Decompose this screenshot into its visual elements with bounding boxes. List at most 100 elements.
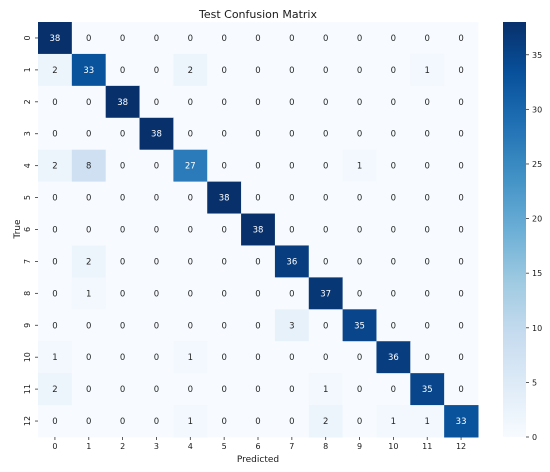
cell-value-label: 0: [120, 385, 125, 395]
y-tick-label: 10: [23, 352, 32, 362]
cell-value-label: 0: [120, 34, 125, 44]
cell-value-label: 0: [154, 417, 159, 427]
cell-value-label: 0: [221, 66, 226, 76]
cell-value-label: 0: [52, 130, 57, 140]
heatmap-cell: [71, 213, 107, 246]
cell-value-label: 0: [86, 417, 91, 427]
heatmap-cell: [274, 277, 310, 310]
colorbar-tick-label: 5: [532, 378, 537, 387]
cell-value-label: 0: [458, 162, 463, 172]
cell-value-label: 0: [255, 66, 260, 76]
y-tick-label: 3: [23, 131, 32, 136]
heatmap-cell: [376, 181, 411, 215]
heatmap-cell: [376, 245, 411, 278]
heatmap-cell: [444, 53, 479, 87]
heatmap-cell: [308, 309, 344, 342]
cell-value-label: 0: [458, 289, 463, 299]
heatmap-cell: [38, 405, 73, 438]
cell-value-label: 0: [357, 353, 362, 363]
y-tick-label: 12: [23, 416, 32, 426]
heatmap-cell: [308, 149, 344, 183]
heatmap-cell: [376, 53, 411, 87]
heatmap-cell: [71, 341, 107, 374]
x-tick-label: 4: [188, 442, 193, 451]
heatmap-cell: [105, 149, 141, 183]
heatmap-cell: [274, 149, 310, 183]
cell-value-label: 0: [458, 130, 463, 140]
heatmap-cell: [444, 181, 479, 215]
cell-value-label: 38: [117, 98, 128, 108]
heatmap-cell: [274, 373, 310, 406]
cell-value-label: 0: [255, 417, 260, 427]
x-tick-label: 12: [456, 442, 466, 451]
heatmap-cell: [410, 53, 445, 87]
colorbar-tick-label: 15: [532, 269, 542, 278]
cell-value-label: 0: [86, 98, 91, 108]
heatmap-cell: [207, 53, 242, 87]
heatmap-cell: [241, 149, 276, 183]
heatmap-cell: [173, 213, 208, 246]
cell-value-label: 0: [221, 321, 226, 331]
heatmap-cell: [308, 22, 344, 55]
heatmap-cell: [376, 373, 411, 406]
cell-value-label: 0: [391, 66, 396, 76]
colorbar-tick-label: 35: [532, 51, 542, 60]
heatmap-cell: [444, 245, 479, 278]
heatmap-cell: [308, 245, 344, 278]
cell-value-label: 0: [255, 162, 260, 172]
cell-value-label: 0: [86, 226, 91, 236]
cell-value-label: 36: [286, 257, 297, 267]
heatmap-cell: [410, 149, 445, 183]
cell-value-label: 0: [154, 34, 159, 44]
heatmap-cell: [207, 117, 242, 151]
cell-value-label: 0: [188, 194, 193, 204]
cell-value-label: 0: [323, 130, 328, 140]
heatmap-cell: [38, 213, 73, 246]
heatmap-cell: [105, 341, 141, 374]
heatmap-cell: [139, 149, 174, 183]
heatmap-cell: [241, 117, 276, 151]
cell-value-label: 0: [323, 34, 328, 44]
heatmap-cell: [173, 53, 208, 87]
cell-value-label: 0: [357, 226, 362, 236]
cell-value-label: 0: [255, 353, 260, 363]
cell-value-label: 2: [188, 66, 193, 76]
heatmap-cell: [139, 245, 174, 278]
cell-value-label: 0: [391, 130, 396, 140]
heatmap-cell: [342, 245, 377, 278]
y-tick-label: 6: [23, 227, 32, 232]
cell-value-label: 0: [458, 66, 463, 76]
cell-value-label: 0: [221, 130, 226, 140]
cell-value-label: 0: [425, 130, 430, 140]
heatmap-cell: [241, 373, 276, 406]
cell-value-label: 0: [391, 226, 396, 236]
cell-value-label: 0: [391, 257, 396, 267]
cell-value-label: 36: [388, 353, 399, 363]
heatmap-cell: [444, 309, 479, 342]
heatmap-cell: [274, 245, 310, 278]
cell-value-label: 0: [357, 385, 362, 395]
cell-value-label: 0: [323, 194, 328, 204]
heatmap-cell: [71, 309, 107, 342]
cell-value-label: 0: [221, 162, 226, 172]
heatmap-cell: [207, 405, 242, 438]
heatmap-cell: [308, 117, 344, 151]
heatmap-cell: [173, 277, 208, 310]
cell-value-label: 0: [120, 289, 125, 299]
cell-value-label: 0: [458, 385, 463, 395]
cell-value-label: 0: [357, 130, 362, 140]
cell-value-label: 0: [86, 130, 91, 140]
heatmap-cell: [38, 309, 73, 342]
x-tick-label: 9: [357, 442, 362, 451]
cell-value-label: 0: [255, 289, 260, 299]
heatmap-cell: [241, 245, 276, 278]
heatmap-cell: [410, 245, 445, 278]
cell-value-label: 0: [289, 417, 294, 427]
heatmap-cell: [139, 277, 174, 310]
colorbar: [503, 22, 526, 437]
heatmap-cell: [207, 277, 242, 310]
cell-value-label: 8: [86, 162, 91, 172]
heatmap-cell: [105, 309, 141, 342]
cell-value-label: 0: [120, 130, 125, 140]
colorbar-ticks: 0 5 10 15 20 25 30 35: [526, 51, 542, 442]
